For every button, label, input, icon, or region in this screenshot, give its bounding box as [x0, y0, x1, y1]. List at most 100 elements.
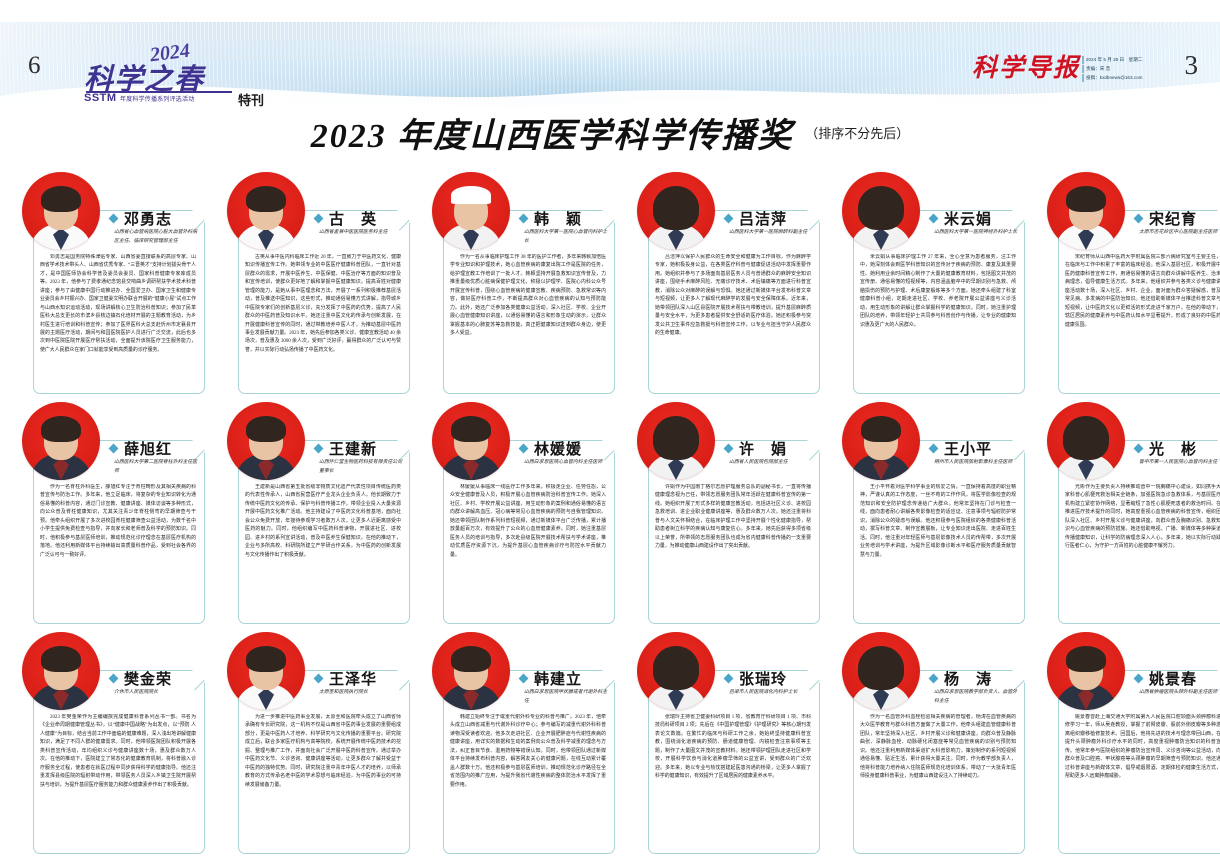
awardee-affiliation: 太原市杏花岭区中心医院副主任医师 [1139, 230, 1218, 235]
awardee-name-line: 米云娟 [928, 208, 1022, 228]
awardee-affiliation: 介休市人民医院院长 [114, 690, 159, 695]
awardee-card: 杨 涛山西白求恩医院教学部负责人、血管外科主任作为一名血管外科血栓检验相关疾病的… [834, 628, 1033, 858]
awardee-bio: 韩建立始终专注于或重代谢外科专业的科普与推广。2023 年，他牵头成立山西省减重… [450, 715, 606, 788]
awardee-bio: 为进一步推进中医药事业发展，太原圣和医院牵头成立了山西省师承确有专长研究院，这一… [245, 715, 401, 788]
awardee-bio: 古英从事中医内科临床工作近 20 年，一直致力于中医药文化、健康知识传播宣传工作… [245, 255, 401, 353]
awardee-card: 王小平 朔州市人民医院放射影像科主任医师 王小平怀着对医学科学事业的热爱之情，一直保… [834, 398, 1033, 628]
imprint-editor: 责编：宋 音 [1082, 65, 1158, 74]
awardee-affiliation: 朔州市人民医院放射影像科主任医师 [934, 460, 1013, 465]
awardee-bio: 许娟作为中国南丁格尔志愿护理服务总队的副秘书长，一直将传播健康理念视为己任，带领… [655, 485, 811, 550]
awardee-name: 薛旭红 [124, 440, 173, 458]
diamond-bullet-icon [723, 673, 734, 683]
awardee-affiliation: 山西医科大学第一医院神经外科护士长 [934, 230, 1018, 235]
diamond-bullet-icon [313, 213, 324, 223]
awardee-name-line: 杨 涛 [928, 668, 1022, 688]
page-title: 2023 年度山西医学科学传播奖 （排序不分先后） [0, 108, 1220, 157]
awardee-card: 古 英山西省盂县中医医院医务科主任古英从事中医内科临床工作近 20 年，一直致力… [219, 168, 418, 398]
awardee-name: 宋纪育 [1149, 210, 1198, 228]
awardee-affiliation: 晋中市第一人民医院心血管内科主任 [1139, 460, 1218, 465]
avatar [637, 172, 715, 250]
awardee-affiliation: 吕梁市人民医院消化内科护士长 [729, 690, 798, 695]
avatar [637, 402, 715, 480]
awardee-bio: 作为一名血管外科血栓检验相关疾病的管理者，杨涛在血管疾病的大众医学教育与群众科普… [860, 715, 1016, 780]
awardee-affiliation: 山西医科大学第一医院麻醉科副主任 [729, 230, 808, 235]
awardee-name: 姚景春 [1149, 670, 1198, 688]
card-frame [443, 210, 615, 394]
diamond-bullet-icon [518, 673, 529, 683]
masthead-banner: 6 2024 科学之春 SSTM 年度科学传播系列评选活动 特刊 科学导报 20… [0, 22, 1220, 114]
awardee-bio: 2023 年樊金荣作为主编编撰完成健康科普系列丛书一部。书名为《企业命周期健康管… [40, 715, 196, 788]
awardee-name: 韩建立 [534, 670, 583, 688]
awardee-name-line: 许 娟 [723, 438, 817, 458]
avatar [1047, 402, 1125, 480]
page-number-right: 3 [1184, 50, 1199, 80]
logo-sstm-text: SSTM [84, 92, 117, 104]
awardee-card: 林媛媛 山西白求恩医院心血管内科主任医师 林媛媛从事临床一线医疗工作多年来，积极走企… [424, 398, 623, 628]
awardee-name-line: 古 英 [313, 208, 407, 228]
card-frame [33, 670, 205, 854]
awardee-name: 吕洁萍 [739, 210, 788, 228]
awardee-name: 王建新 [329, 440, 378, 458]
avatar [1047, 172, 1125, 250]
awardee-bio: 吕洁萍以保护人民群众的生命安全和健康为工作目标，作为麻醉学专家，她积极投身公益，… [655, 255, 811, 336]
diamond-bullet-icon [1133, 443, 1144, 453]
avatar [22, 632, 100, 710]
awardee-affiliation: 山西省盂县中医医院医务科主任 [319, 230, 388, 235]
awardee-name: 樊金荣 [124, 670, 173, 688]
awardee-name: 米云娟 [944, 210, 993, 228]
logo-subtitle-text: 年度科学传播系列评选活动 [120, 97, 195, 103]
awardee-name-line: 张瑞玲 [723, 668, 817, 688]
awardee-card: 邓勇志 山西省心血管病医院心脏大血管外科病区主任、临床研究管理部主任 邓勇志是国务院… [14, 168, 213, 398]
awardee-name: 王泽华 [329, 670, 378, 688]
logo-special-issue-text: 特刊 [238, 93, 265, 108]
avatar [432, 402, 510, 480]
awardee-affiliation: 山西白求恩医院教学部负责人、血管外科主任 [934, 690, 1018, 705]
avatar [637, 632, 715, 710]
awardee-bio: 王小平怀着对医学科学事业的热爱之情，一直保持着高度的职业精神，严谨认真的工作态度… [860, 485, 1016, 558]
awardee-name-line: 光 彬 [1133, 438, 1220, 458]
awardee-bio: 张瑞玲主持省卫健委科研项目 1 项、省教育厅科研项目 1 项、市科技局科研项目 … [655, 715, 811, 780]
special-issue-logo: 2024 科学之春 SSTM 年度科学传播系列评选活动 特刊 [78, 40, 278, 112]
awardee-bio: 作为一名从事临床护理工作 38 年的医护工作者，多年来韩颖加倍医学专业知识和护理… [450, 255, 606, 336]
awardee-bio: 邓勇志是国务院特殊津贴专家、山西省委直接联系的高层专家、山西省学术技术带头人、山… [40, 255, 196, 353]
card-frame [443, 440, 615, 624]
diamond-bullet-icon [313, 673, 324, 683]
awardee-card: 姚景春 山西省肿瘤医院头颈外科副主任医师 姚景春曾赴上海交通大学附属第九人民医院口腔… [1039, 628, 1220, 858]
awardee-name: 张瑞玲 [739, 670, 788, 688]
diamond-bullet-icon [518, 443, 529, 453]
diamond-bullet-icon [108, 673, 119, 683]
awardee-name-line: 林媛媛 [518, 438, 612, 458]
avatar [842, 632, 920, 710]
diamond-bullet-icon [313, 443, 324, 453]
newspaper-nameplate: 科学导报 [971, 55, 1080, 82]
awardee-name: 韩 颖 [534, 210, 583, 228]
awardee-card: 米云娟山西医科大学第一医院神经外科护士长米云娟从事临床护理工作 27 年来，全心… [834, 168, 1033, 398]
awardee-bio: 姚景春曾赴上海交通大学附属第九人民医院口腔颌面头颈肿瘤科进修学习一年，师从吴垚教… [1065, 715, 1220, 780]
page-number-left: 6 [28, 52, 41, 79]
awardee-name-line: 薛旭红 [108, 438, 202, 458]
card-frame [853, 670, 1025, 854]
awardee-bio: 王建新是山西省第五批省级非物质文化遗产代表性项目传统医药类的代表性传承人，山西省… [245, 485, 401, 558]
awardee-name-line: 王泽华 [313, 668, 407, 688]
awardee-card: 张瑞玲吕梁市人民医院消化内科护士长张瑞玲主持省卫健委科研项目 1 项、省教育厅科… [629, 628, 828, 858]
awardee-grid: 邓勇志 山西省心血管病医院心脏大血管外科病区主任、临床研究管理部主任 邓勇志是国务院… [14, 168, 1220, 858]
awardee-name: 邓勇志 [124, 210, 173, 228]
card-frame [648, 440, 820, 624]
awardee-name: 许 娟 [739, 440, 788, 458]
awardee-card: 韩 颖山西医科大学第一医院心血管内科护士长 作为一名从事临床护理工作 38 年的医… [424, 168, 623, 398]
diamond-bullet-icon [928, 213, 939, 223]
awardee-card: 王建新 山西怀仁堂生物医药科技有限责任公司董事长 王建新是山西省第五批省级非物质文化… [219, 398, 418, 628]
page-title-note: （排序不分先后） [805, 126, 910, 141]
card-frame [33, 440, 205, 624]
card-frame [443, 670, 615, 854]
awardee-card: 吕洁萍山西医科大学第一医院麻醉科副主任吕洁萍以保护人民群众的生命安全和健康为工作… [629, 168, 828, 398]
awardee-affiliation: 太原圣和医院执行院长 [319, 690, 368, 695]
awardee-name: 古 英 [329, 210, 378, 228]
awardee-card: 许 娟山西省人民医院包院部主任 许娟作为中国南丁格尔志愿护理服务总队的副秘书长，一… [629, 398, 828, 628]
imprint-email: 投稿：kxdbnews@163.com [1082, 74, 1158, 83]
awardee-card: 王泽华太原圣和医院执行院长为进一步推进中医药事业发展，太原圣和医院牵头成立了山西… [219, 628, 418, 858]
card-frame [238, 440, 410, 624]
awardee-affiliation: 山西白求恩医院心血管内科主任医师 [524, 460, 603, 465]
awardee-bio: 米云娟从事临床护理工作 27 年来，全心全意为患者服务，注工作中，她深刻体会到医… [860, 255, 1016, 328]
